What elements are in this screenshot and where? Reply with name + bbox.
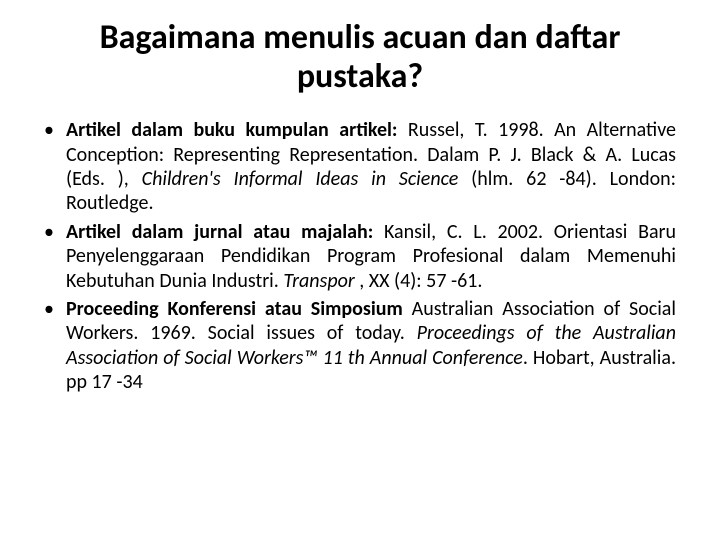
list-item: Proceeding Konferensi atau Simposium Aus… [44,297,676,395]
slide: Bagaimana menulis acuan dan daftar pusta… [0,0,720,540]
item-lead: Artikel dalam buku kumpulan artikel: [66,118,397,142]
item-lead: Artikel dalam jurnal atau majalah: [66,220,373,244]
item-italic: Children's Informal Ideas in Science [142,167,472,191]
item-body-after: , XX (4): 57 -61. [359,269,482,293]
slide-title: Bagaimana menulis acuan dan daftar pusta… [44,18,676,96]
item-italic: Transpor [283,269,359,293]
item-lead: Proceeding Konferensi atau Simposium [66,297,403,321]
list-item: Artikel dalam jurnal atau majalah: Kansi… [44,220,676,293]
bullet-list: Artikel dalam buku kumpulan artikel: Rus… [44,118,676,394]
list-item: Artikel dalam buku kumpulan artikel: Rus… [44,118,676,216]
